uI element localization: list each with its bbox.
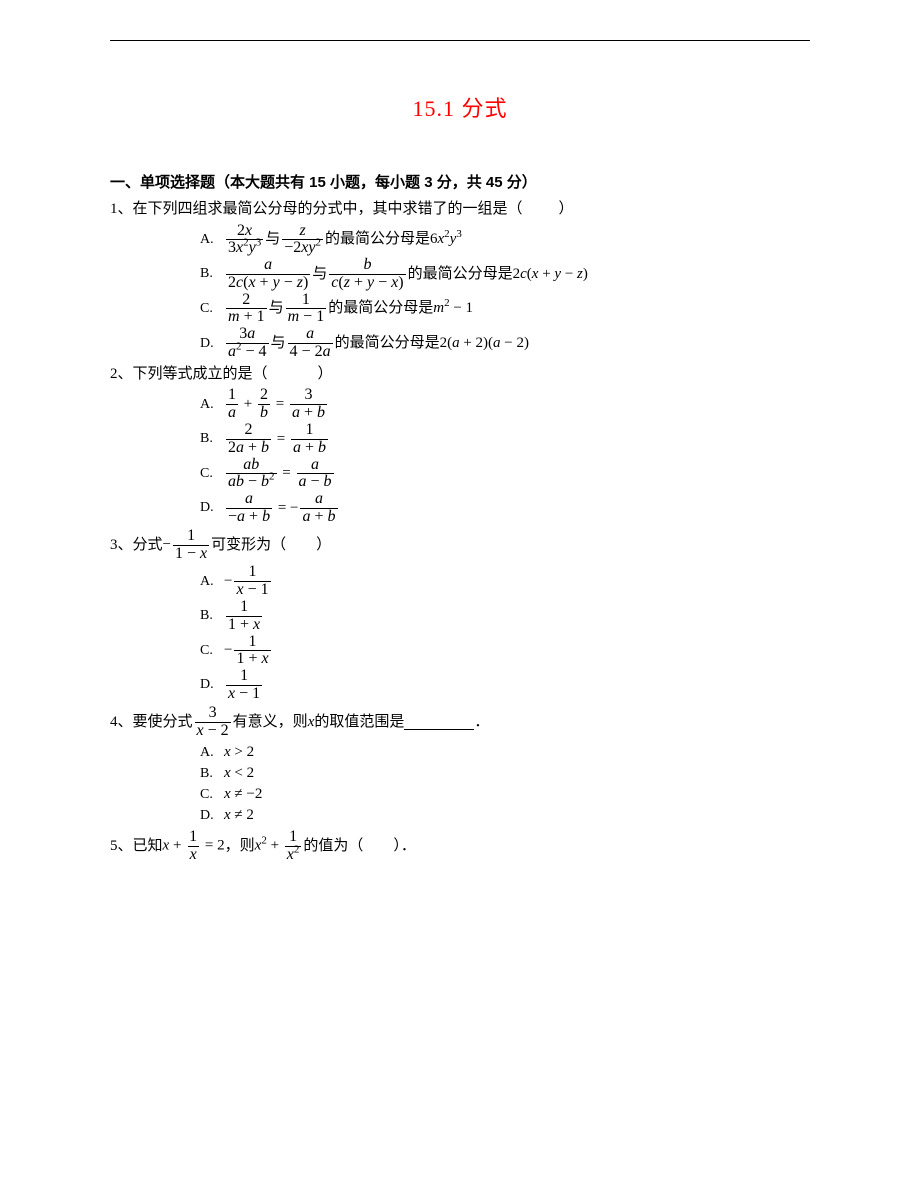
document-title: 15.1 分式 (110, 91, 810, 123)
q2-option-d: D. a−a + b = − aa + b (200, 491, 810, 526)
q3-option-b: B. 11 + x (200, 599, 810, 634)
q5-stem: 5、 已知 x + 1x = 2 ，则 x2 + 1x2 的值为（ ）． (110, 829, 810, 864)
q2-text-suf: ） (318, 363, 333, 386)
question-1: 1、 在下列四组求最简公分母的分式中，其中求错了的一组是（ ） A. 2x3x2… (110, 198, 810, 361)
q1-option-a: A. 2x3x2y3 与 z−2xy2 的最简公分母是 6x2y3 (200, 223, 810, 258)
q1-text-suf: ） (559, 198, 574, 221)
section-header: 一、单项选择题（本大题共有 15 小题，每小题 3 分，共 45 分） (110, 171, 810, 192)
q2-num: 2、 (110, 363, 133, 386)
q5-text-pre: 已知 (133, 835, 163, 858)
q1-option-c: C. 2m + 1 与 1m − 1 的最简公分母是 m2 − 1 (200, 292, 810, 327)
q2-option-b: B. 22a + b = 1a + b (200, 422, 810, 457)
q2-text-pre: 下列等式成立的是（ (133, 363, 268, 386)
q2-options: A. 1a + 2b = 3a + b B. 22a + b = 1a + b (200, 387, 810, 525)
q4-option-d: D. x ≠ 2 (200, 808, 810, 823)
q5-num: 5、 (110, 835, 133, 858)
q3-options: A. −1x − 1 B. 11 + x C. −11 + x D. 1x − … (200, 564, 810, 702)
q3-text-suf: 可变形为（ ） (211, 534, 331, 557)
q1-option-b: B. a2c(x + y − z) 与 bc(z + y − x) 的最简公分母… (200, 257, 810, 292)
q3-text-pre: 分式 (133, 534, 163, 557)
q1-text-pre: 在下列四组求最简公分母的分式中，其中求错了的一组是（ (133, 198, 523, 221)
q1-num: 1、 (110, 198, 133, 221)
q5-text-suf: 的值为（ ）． (303, 835, 416, 858)
q3-option-c: C. −11 + x (200, 634, 810, 669)
question-4: 4、 要使分式 3x − 2 有意义，则 x 的取值范围是 ． A. x > 2… (110, 705, 810, 824)
q3-option-a: A. −1x − 1 (200, 564, 810, 599)
q2-stem: 2、 下列等式成立的是（ ） (110, 363, 810, 386)
question-3: 3、 分式 −11 − x 可变形为（ ） A. −1x − 1 B. 11 +… (110, 528, 810, 703)
q4-text-suf: 的取值范围是 (314, 711, 404, 734)
q2-option-c: C. abab − b2 = aa − b (200, 457, 810, 492)
q4-option-c: C. x ≠ −2 (200, 787, 810, 802)
q4-stem: 4、 要使分式 3x − 2 有意义，则 x 的取值范围是 ． (110, 705, 810, 740)
q4-option-b: B. x < 2 (200, 766, 810, 781)
q3-num: 3、 (110, 534, 133, 557)
q1-stem: 1、 在下列四组求最简公分母的分式中，其中求错了的一组是（ ） (110, 198, 810, 221)
q4-text-pre: 要使分式 (133, 711, 193, 734)
q3-option-d: D. 1x − 1 (200, 668, 810, 703)
q2-option-a: A. 1a + 2b = 3a + b (200, 387, 810, 422)
page: 15.1 分式 一、单项选择题（本大题共有 15 小题，每小题 3 分，共 45… (0, 0, 920, 906)
fill-blank (404, 714, 474, 730)
top-rule (110, 40, 810, 41)
q5-text-mid: ，则 (225, 835, 255, 858)
q3-stem: 3、 分式 −11 − x 可变形为（ ） (110, 528, 810, 563)
q4-num: 4、 (110, 711, 133, 734)
q4-option-a: A. x > 2 (200, 745, 810, 760)
question-2: 2、 下列等式成立的是（ ） A. 1a + 2b = 3a + b B. 22… (110, 363, 810, 526)
q4-options: A. x > 2 B. x < 2 C. x ≠ −2 D. x ≠ 2 (200, 745, 810, 823)
q1-option-d: D. 3aa2 − 4 与 a4 − 2a 的最简公分母是 2(a + 2)(a… (200, 326, 810, 361)
q4-text-mid: 有意义，则 (233, 711, 308, 734)
question-5: 5、 已知 x + 1x = 2 ，则 x2 + 1x2 的值为（ ）． (110, 829, 810, 864)
q1-options: A. 2x3x2y3 与 z−2xy2 的最简公分母是 6x2y3 B. a2c… (200, 223, 810, 361)
